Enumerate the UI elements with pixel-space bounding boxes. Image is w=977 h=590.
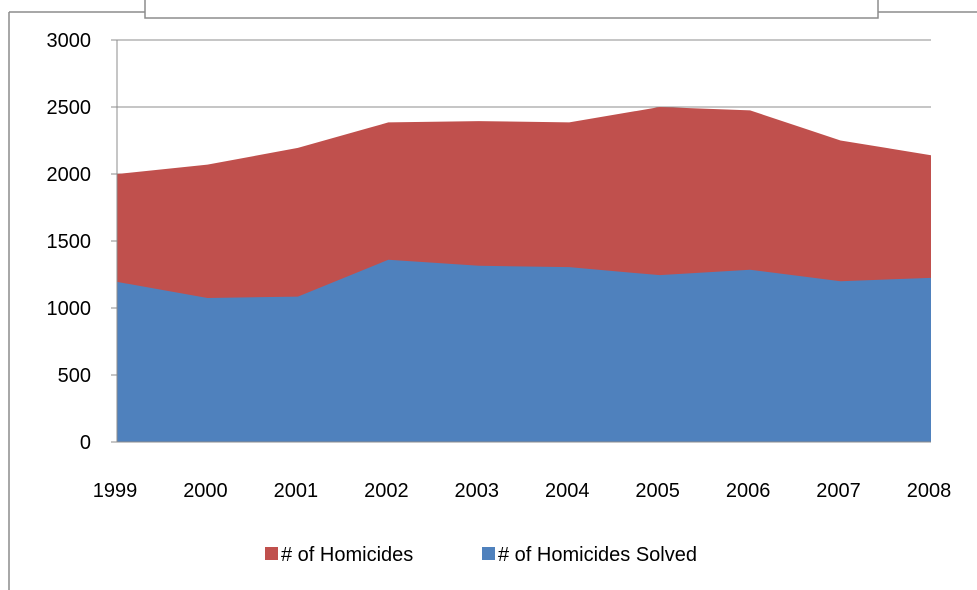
y-tick-label: 2000: [47, 164, 92, 186]
x-tick-label: 2006: [726, 480, 771, 502]
x-tick-label: 2008: [907, 480, 952, 502]
legend-label: # of Homicides: [281, 544, 413, 566]
x-tick-label: 2005: [635, 480, 680, 502]
x-tick-label: 2003: [455, 480, 500, 502]
y-tick-label: 3000: [47, 30, 92, 52]
y-axis-tick-labels: 0 500 1000 1500 2000 2500 3000: [47, 30, 92, 454]
x-tick-label: 2002: [364, 480, 409, 502]
y-tick-label: 500: [58, 365, 91, 387]
y-tick-label: 0: [80, 432, 91, 454]
x-tick-label: 1999: [93, 480, 138, 502]
x-tick-label: 2000: [183, 480, 228, 502]
x-axis-tick-labels: 1999 2000 2001 2002 2003 2004 2005 2006 2007 2008: [93, 480, 952, 502]
axes: [111, 39, 931, 443]
legend-swatch: [482, 547, 495, 560]
x-tick-label: 2004: [545, 480, 590, 502]
x-tick-label: 2001: [274, 480, 319, 502]
y-tick-label: 1500: [47, 231, 92, 253]
legend: # of Homicides # of Homicides Solved: [265, 544, 697, 566]
plot-areas: [117, 107, 931, 442]
area-series-2: [117, 259, 931, 442]
y-tick-label: 1000: [47, 298, 92, 320]
title-box: [144, 0, 879, 19]
legend-swatch: [265, 547, 278, 560]
x-tick-label: 2007: [816, 480, 861, 502]
y-tick-label: 2500: [47, 97, 92, 119]
legend-label: # of Homicides Solved: [498, 544, 697, 566]
